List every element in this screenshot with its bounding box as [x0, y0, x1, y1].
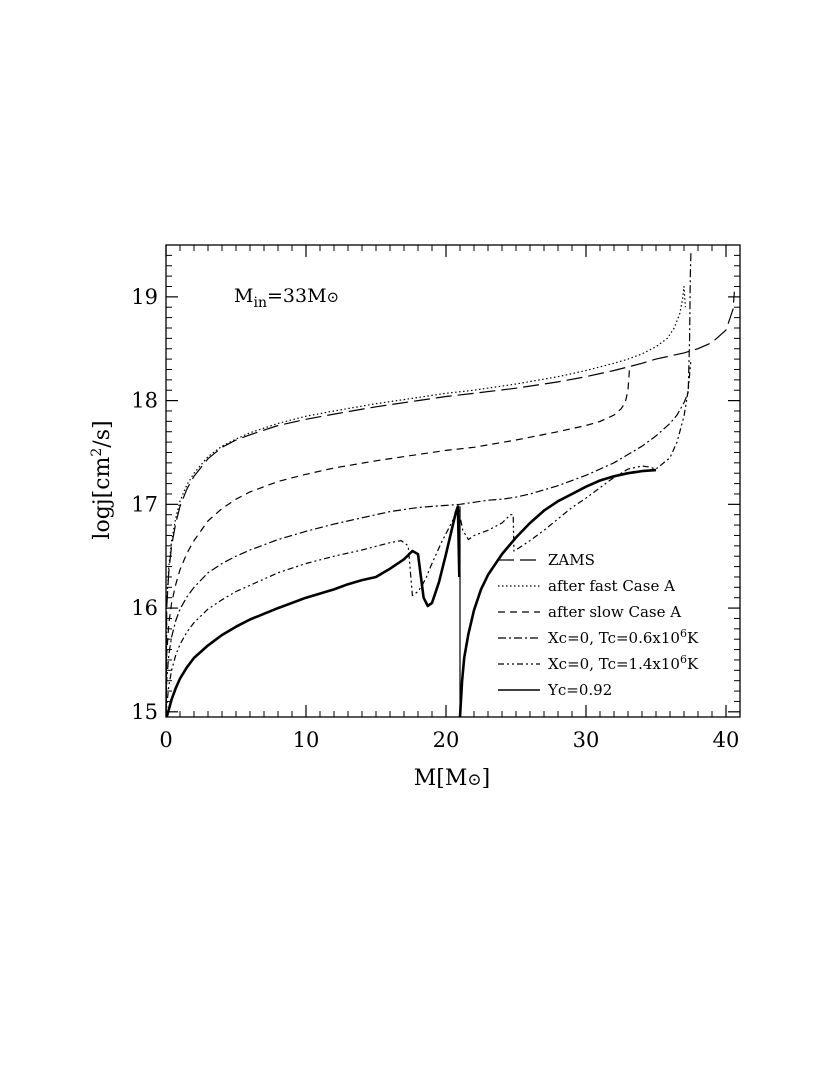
series-line-1 — [166, 285, 686, 717]
x-tick-label: 20 — [433, 728, 460, 752]
series-line-3 — [166, 250, 692, 717]
y-tick-label: 16 — [131, 596, 158, 620]
series-line-5 — [166, 468, 657, 717]
y-axis-label: logj[cm2/s] — [89, 420, 115, 539]
legend-label-3: Xc=0, Tc=0.6x106K — [548, 627, 699, 647]
y-tick-label: 17 — [131, 492, 158, 516]
plot-frame — [165, 244, 741, 718]
y-tick-label: 15 — [131, 700, 158, 724]
x-tick-label: 30 — [573, 728, 600, 752]
legend: ZAMS after fast Case A after slow Case A Xc… — [498, 551, 699, 699]
x-axis-label: M[M⊙] — [414, 766, 490, 791]
x-tick-label: 40 — [713, 728, 740, 752]
series-layer — [166, 250, 735, 717]
x-tick-label: 0 — [159, 728, 172, 752]
tick-labels: 0 10 20 30 40 15 16 17 18 19 — [131, 285, 739, 752]
y-tick-label: 19 — [131, 285, 158, 309]
x-tick-label: 10 — [293, 728, 320, 752]
y-tick-label: 18 — [131, 389, 158, 413]
series-line-0 — [166, 291, 735, 717]
tick-marks — [165, 244, 741, 717]
legend-label-4: Xc=0, Tc=1.4x106K — [548, 653, 699, 673]
legend-label-5: Yc=0.92 — [547, 681, 612, 699]
annotation-mass: Min=33M⊙ — [234, 285, 339, 311]
legend-label-2: after slow Case A — [548, 603, 681, 621]
legend-label-1: after fast Case A — [548, 577, 675, 595]
legend-label-0: ZAMS — [548, 551, 595, 569]
